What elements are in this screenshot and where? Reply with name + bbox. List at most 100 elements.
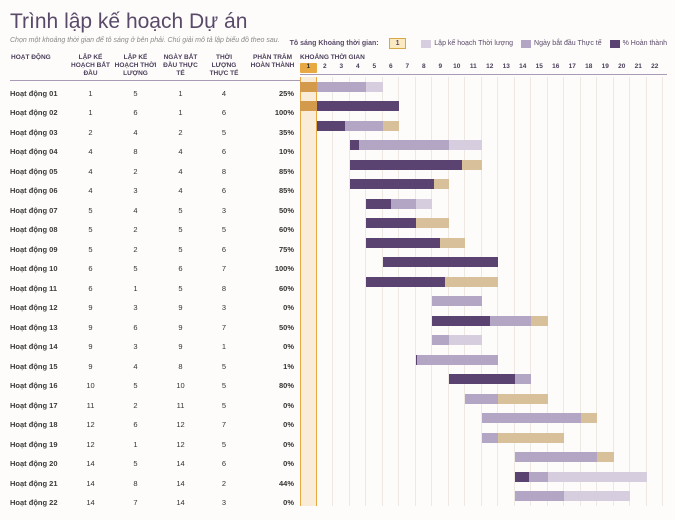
cell-act-dur: 3	[203, 303, 245, 312]
cell-plan-dur: 3	[113, 303, 158, 312]
period-tick[interactable]: 2	[317, 63, 334, 73]
cell-pct: 0%	[245, 401, 300, 410]
cell-act-dur: 5	[203, 440, 245, 449]
gantt-chart: KHOẢNG THỜI GIAN 12345678910111213141516…	[300, 54, 667, 512]
cell-act-dur: 3	[203, 206, 245, 215]
period-tick[interactable]: 12	[482, 63, 499, 73]
pct-bar	[383, 257, 499, 267]
cell-act-start: 4	[158, 167, 203, 176]
table-row: Hoạt động 06434685%	[10, 181, 300, 201]
pct-bar	[317, 121, 346, 131]
period-tick[interactable]: 17	[564, 63, 581, 73]
cell-plan-start: 2	[68, 128, 113, 137]
cell-pct: 50%	[245, 323, 300, 332]
legend: Lập kế hoạch Thời lượng Ngày bắt đầu Thự…	[421, 40, 667, 48]
cell-plan-start: 14	[68, 479, 113, 488]
table-row: Hoạt động 1493910%	[10, 337, 300, 357]
cell-activity: Hoạt động 16	[10, 381, 68, 390]
cell-act-dur: 7	[203, 420, 245, 429]
period-tick[interactable]: 11	[465, 63, 482, 73]
period-tick[interactable]: 10	[449, 63, 466, 73]
period-tick[interactable]: 3	[333, 63, 350, 73]
period-tick[interactable]: 16	[548, 63, 565, 73]
cell-plan-dur: 1	[113, 284, 158, 293]
gantt-row	[300, 370, 667, 390]
cell-act-dur: 6	[203, 245, 245, 254]
period-tick[interactable]: 22	[647, 63, 664, 73]
pct-bar	[366, 199, 391, 209]
period-tick[interactable]: 20	[614, 63, 631, 73]
cell-plan-dur: 2	[113, 225, 158, 234]
pct-bar	[449, 374, 515, 384]
actual-bar	[515, 491, 565, 501]
cell-plan-dur: 4	[113, 362, 158, 371]
period-tick[interactable]: 4	[350, 63, 367, 73]
cell-act-start: 5	[158, 206, 203, 215]
gantt-title: KHOẢNG THỜI GIAN	[300, 54, 667, 63]
gantt-row	[300, 194, 667, 214]
period-tick[interactable]: 13	[498, 63, 515, 73]
cell-plan-start: 9	[68, 362, 113, 371]
table-row: Hoạt động 181261270%	[10, 415, 300, 435]
cell-pct: 0%	[245, 303, 300, 312]
beyond-bar	[383, 121, 400, 131]
cell-act-start: 12	[158, 440, 203, 449]
table-row: Hoạt động 1610510580%	[10, 376, 300, 396]
period-tick[interactable]: 9	[432, 63, 449, 73]
col-activity: HOẠT ĐỘNG	[10, 54, 68, 77]
cell-pct: 0%	[245, 440, 300, 449]
table-row: Hoạt động 1293930%	[10, 298, 300, 318]
cell-act-start: 5	[158, 225, 203, 234]
cell-pct: 0%	[245, 420, 300, 429]
period-tick[interactable]: 5	[366, 63, 383, 73]
period-tick[interactable]: 18	[581, 63, 598, 73]
pct-bar	[366, 218, 416, 228]
cell-act-dur: 5	[203, 362, 245, 371]
highlight-marker	[300, 82, 317, 92]
cell-activity: Hoạt động 20	[10, 459, 68, 468]
period-tick[interactable]: 14	[515, 63, 532, 73]
period-tick[interactable]: 6	[383, 63, 400, 73]
gantt-row	[300, 311, 667, 331]
cell-act-dur: 5	[203, 225, 245, 234]
cell-activity: Hoạt động 01	[10, 89, 68, 98]
pct-bar	[366, 238, 440, 248]
period-tick[interactable]: 1	[300, 63, 317, 73]
cell-act-start: 14	[158, 498, 203, 507]
table-row: Hoạt động 13969750%	[10, 317, 300, 337]
period-tick[interactable]: 8	[416, 63, 433, 73]
table-row: Hoạt động 021616100%	[10, 103, 300, 123]
period-tick[interactable]: 21	[630, 63, 647, 73]
gantt-row	[300, 428, 667, 448]
gantt-row	[300, 350, 667, 370]
gantt-row	[300, 97, 667, 117]
table-header: HOẠT ĐỘNG LẬP KẾ HOẠCH BẮT ĐẦU LẬP KẾ HO…	[10, 54, 300, 81]
swatch-plan	[421, 40, 431, 48]
col-act-start: NGÀY BẮT ĐẦU THỰC TẾ	[158, 54, 203, 77]
cell-act-start: 5	[158, 245, 203, 254]
pct-bar	[350, 179, 434, 189]
gantt-row	[300, 331, 667, 351]
cell-act-start: 9	[158, 303, 203, 312]
cell-pct: 44%	[245, 479, 300, 488]
period-tick[interactable]: 15	[531, 63, 548, 73]
period-tick[interactable]: 19	[597, 63, 614, 73]
cell-plan-start: 14	[68, 498, 113, 507]
gantt-row	[300, 175, 667, 195]
cell-plan-start: 10	[68, 381, 113, 390]
table-row: Hoạt động 2114814244%	[10, 473, 300, 493]
table-row: Hoạt động 1594851%	[10, 356, 300, 376]
cell-plan-start: 4	[68, 186, 113, 195]
cell-act-dur: 5	[203, 381, 245, 390]
table-row: Hoạt động 221471430%	[10, 493, 300, 513]
cell-plan-start: 9	[68, 303, 113, 312]
beyond-bar	[597, 452, 614, 462]
highlight-marker	[300, 101, 317, 111]
cell-plan-dur: 2	[113, 245, 158, 254]
table-row: Hoạt động 191211250%	[10, 434, 300, 454]
cell-activity: Hoạt động 12	[10, 303, 68, 312]
cell-act-dur: 6	[203, 147, 245, 156]
highlight-input[interactable]: 1	[389, 38, 407, 49]
gantt-row	[300, 448, 667, 468]
period-tick[interactable]: 7	[399, 63, 416, 73]
